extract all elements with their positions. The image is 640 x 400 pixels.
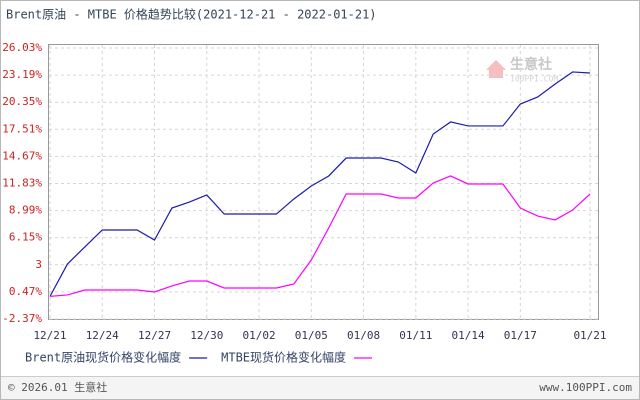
x-tick-label: 12/30 <box>190 329 223 342</box>
footer-bar <box>1 376 639 399</box>
x-tick-label: 12/21 <box>33 329 66 342</box>
y-tick-label: 17.51% <box>2 122 42 135</box>
x-tick-label: 01/08 <box>347 329 380 342</box>
x-tick-label: 12/24 <box>86 329 119 342</box>
y-tick-label: 14.67% <box>2 149 42 162</box>
y-tick-label: 0.47% <box>9 285 42 298</box>
x-tick-label: 01/14 <box>452 329 485 342</box>
y-tick-label: 23.19% <box>2 68 42 81</box>
y-tick-label: 6.15% <box>9 231 42 244</box>
x-tick-label: 12/27 <box>138 329 171 342</box>
x-tick-label: 01/11 <box>399 329 432 342</box>
watermark-name: 生意社 <box>510 56 552 73</box>
chart-title: Brent原油 - MTBE 价格趋势比较(2021-12-21 - 2022-… <box>6 7 377 22</box>
x-tick-label: 01/02 <box>242 329 275 342</box>
y-tick-label: 11.83% <box>2 177 42 190</box>
legend-label: Brent原油现货价格变化幅度 <box>25 350 181 365</box>
watermark: 生意社 100PPI.COM <box>486 56 558 84</box>
series-line <box>49 175 591 297</box>
y-tick-label: 26.03% <box>2 41 42 54</box>
watermark-logo <box>486 60 506 78</box>
x-tick-label: 01/17 <box>504 329 537 342</box>
watermark-site: 100PPI.COM <box>510 75 558 84</box>
x-tick-label: 01/05 <box>295 329 328 342</box>
footer-copyright: © 2026.01 生意社 <box>8 380 107 394</box>
y-tick-label: 8.99% <box>9 204 42 217</box>
plot-area <box>48 44 599 320</box>
legend-label: MTBE现货价格变化幅度 <box>221 350 346 365</box>
y-tick-label: 20.35% <box>2 95 42 108</box>
y-tick-label: -2.37% <box>2 312 42 325</box>
y-tick-label: 3 <box>35 258 42 271</box>
footer-site: www.100PPI.com <box>539 381 632 394</box>
series-line <box>49 71 591 297</box>
x-tick-label: 01/21 <box>573 329 606 342</box>
